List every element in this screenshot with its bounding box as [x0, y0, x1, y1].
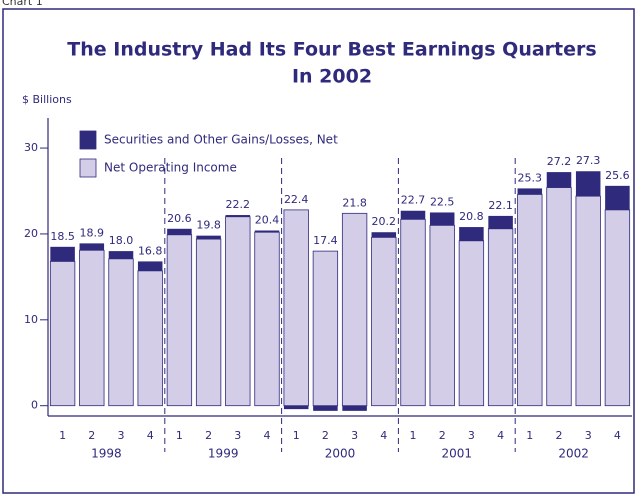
bar-segment	[108, 258, 134, 407]
data-label: 18.9	[80, 226, 105, 239]
bar-segment	[254, 231, 280, 407]
data-label: 22.1	[488, 199, 513, 212]
data-label: 25.3	[518, 171, 543, 184]
bar-segment	[137, 270, 163, 407]
data-label: 20.8	[459, 210, 484, 223]
legend-label: Net Operating Income	[104, 161, 237, 175]
frame	[2, 8, 635, 494]
bar-segment	[400, 210, 426, 220]
bar-segment	[167, 228, 192, 235]
bar-segment	[575, 195, 601, 407]
bar-segment	[313, 405, 338, 411]
x-tick-label: 2	[205, 429, 212, 442]
group-label: 1998	[91, 447, 122, 461]
bar-segment	[517, 188, 543, 195]
data-label: 20.4	[255, 214, 280, 227]
data-label: 27.3	[576, 154, 601, 167]
y-tick-label: 20	[24, 227, 38, 240]
data-label: 16.8	[138, 244, 163, 257]
x-tick-label: 4	[380, 429, 387, 442]
bar-segment	[50, 246, 75, 262]
x-tick-label: 2	[556, 429, 563, 442]
chart-title: In 2002	[292, 66, 372, 88]
bar-segment	[225, 216, 251, 407]
data-label: 27.2	[547, 155, 572, 168]
bar-segment	[575, 171, 601, 197]
x-tick-label: 4	[497, 429, 504, 442]
x-tick-label: 4	[147, 429, 154, 442]
x-tick-label: 1	[410, 429, 417, 442]
x-tick-label: 3	[234, 429, 241, 442]
data-label: 22.2	[226, 198, 251, 211]
bar-segment	[429, 224, 455, 407]
y-tick-label: 10	[24, 313, 38, 326]
legend-swatch	[79, 130, 97, 150]
bar-segment	[166, 234, 193, 407]
data-label: 22.7	[401, 194, 426, 207]
bar-segment	[137, 261, 163, 271]
data-label: 25.6	[605, 169, 630, 182]
x-tick-label: 3	[118, 429, 125, 442]
caption: Chart 1	[2, 0, 43, 8]
bar-segment	[605, 185, 630, 210]
x-tick-label: 2	[88, 429, 95, 442]
bar-segment	[283, 209, 309, 407]
bar-segment	[371, 232, 397, 238]
data-label: 21.8	[342, 196, 367, 209]
x-tick-label: 1	[293, 429, 300, 442]
data-label: 22.4	[284, 193, 309, 206]
bar-segment	[342, 405, 367, 411]
bar-segment	[400, 218, 426, 407]
y-axis-label: $ Billions	[22, 93, 72, 106]
bar-segment	[459, 227, 484, 241]
x-tick-label: 2	[439, 429, 446, 442]
bar-segment	[488, 215, 513, 229]
data-label: 18.5	[50, 230, 75, 243]
group-label: 1999	[208, 447, 239, 461]
bar-segment	[517, 194, 543, 407]
legend-swatch	[79, 158, 97, 178]
chart-title: The Industry Had Its Four Best Earnings …	[67, 39, 596, 61]
data-label: 18.0	[109, 234, 134, 247]
bar-segment	[458, 240, 485, 407]
bar-segment	[429, 212, 455, 226]
x-tick-label: 4	[264, 429, 271, 442]
bar-segment	[487, 228, 514, 407]
x-tick-label: 2	[322, 429, 329, 442]
bar-segment	[254, 230, 280, 233]
bar-segment	[195, 238, 222, 407]
data-label: 20.2	[372, 215, 397, 228]
bar-segment	[371, 236, 397, 407]
data-label: 19.8	[196, 219, 221, 232]
bar-segment	[312, 250, 339, 407]
bar-segment	[79, 243, 105, 251]
data-label: 20.6	[167, 212, 192, 225]
bar-segment	[79, 249, 105, 407]
bar-segment	[546, 187, 572, 407]
x-tick-label: 1	[176, 429, 183, 442]
group-label: 2002	[558, 447, 589, 461]
bar-segment	[604, 209, 631, 407]
bar-segment	[341, 212, 368, 407]
legend-label: Securities and Other Gains/Losses, Net	[104, 133, 338, 147]
y-tick-label: 30	[24, 141, 38, 154]
x-tick-label: 1	[59, 429, 66, 442]
x-tick-label: 1	[526, 429, 533, 442]
x-tick-label: 3	[351, 429, 358, 442]
data-label: 17.4	[313, 234, 338, 247]
bar-segment	[196, 235, 221, 240]
bar-segment	[49, 261, 76, 407]
x-tick-label: 3	[585, 429, 592, 442]
bar-segment	[546, 172, 572, 188]
group-label: 2001	[442, 447, 473, 461]
group-label: 2000	[325, 447, 356, 461]
bar-segment	[108, 251, 134, 259]
y-tick-label: 0	[31, 399, 38, 412]
data-label: 22.5	[430, 195, 455, 208]
bar-segment	[225, 215, 251, 217]
x-tick-label: 3	[468, 429, 475, 442]
bar-segment	[283, 405, 309, 410]
x-tick-label: 4	[614, 429, 621, 442]
